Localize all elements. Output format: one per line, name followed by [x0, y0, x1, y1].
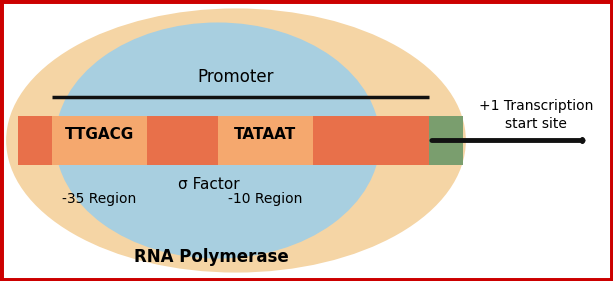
Text: Promoter: Promoter	[198, 68, 274, 86]
Text: TATAAT: TATAAT	[234, 127, 296, 142]
Bar	[429, 116, 463, 165]
Text: σ Factor: σ Factor	[178, 176, 239, 192]
Text: -10 Region: -10 Region	[228, 192, 302, 206]
Text: +1 Transcription
start site: +1 Transcription start site	[479, 99, 593, 132]
Bar	[218, 116, 313, 165]
Ellipse shape	[6, 8, 466, 273]
Text: -35 Region: -35 Region	[63, 192, 137, 206]
Text: TTGACG: TTGACG	[65, 127, 134, 142]
Ellipse shape	[55, 22, 380, 259]
Bar	[52, 116, 147, 165]
Text: RNA Polymerase: RNA Polymerase	[134, 248, 289, 266]
Bar	[18, 116, 463, 165]
